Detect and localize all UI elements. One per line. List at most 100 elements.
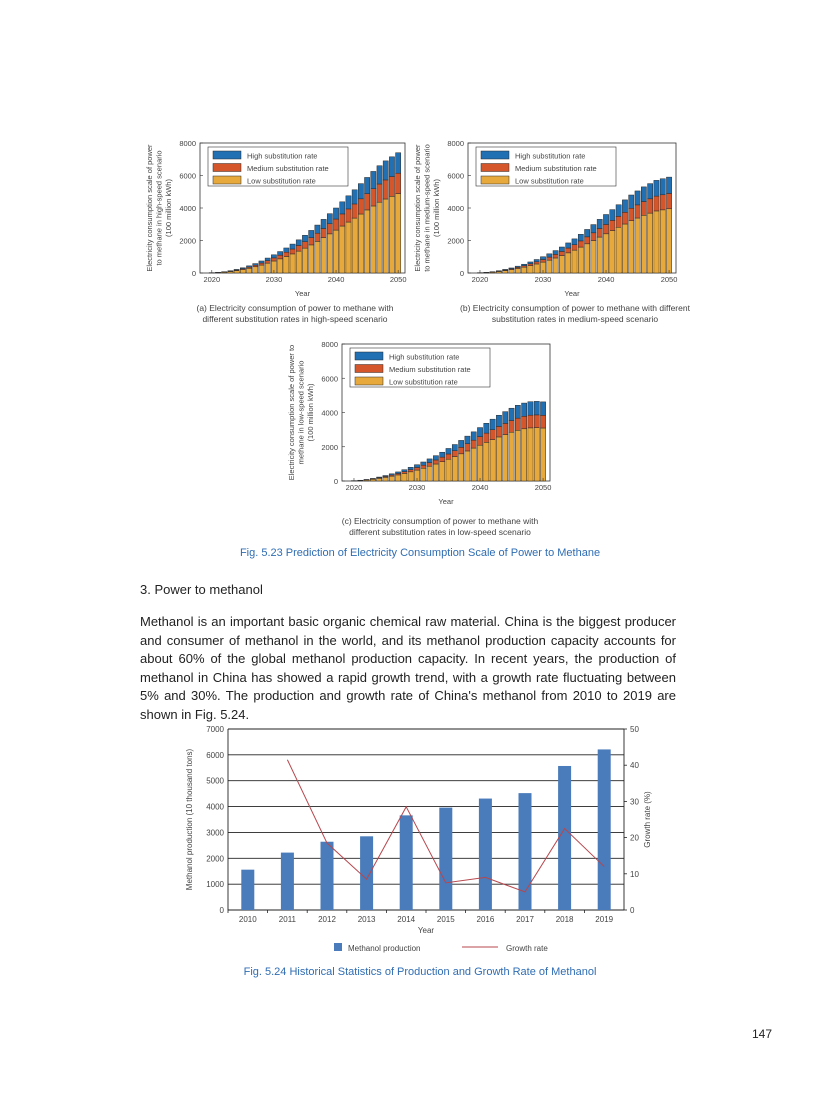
x-tick-label: 2030 [409,483,426,492]
y-tick-label: 2000 [179,237,196,246]
bar-high-2024 [233,269,240,271]
legend-label: Medium substitution rate [389,365,471,374]
bar-high-2025 [382,475,389,477]
bar-medium-2048 [653,195,660,212]
bar-low-2047 [647,212,654,274]
bar-low-2025 [382,477,389,482]
bar-high-2035 [571,238,578,245]
x-axis-label: Year [438,497,454,506]
bar-low-2032 [426,465,433,482]
y-axis-label: methane in low-speed scenario [297,361,306,465]
bar-high-2047 [647,183,654,200]
bar-high-2026 [388,473,395,476]
bar-medium-2041 [339,213,346,227]
bar-high-2044 [358,183,364,200]
bar-high-2036 [308,230,315,238]
bar-high-2035 [302,235,308,242]
y-tick-label: 0 [192,269,196,278]
y-tick-label: 0 [460,269,464,278]
bar-medium-2050 [395,172,402,194]
body-paragraph: Methanol is an important basic organic c… [140,614,676,722]
x-tick-label: 2030 [535,275,552,284]
bar-low-2036 [577,246,584,274]
bar-low-2024 [233,270,240,274]
bar-medium-2047 [647,198,654,214]
bar-high-2042 [345,195,352,210]
bar-low-2035 [302,247,308,274]
y-tick-label: 6000 [179,172,196,181]
legend-swatch [212,163,242,172]
bar-high-2041 [609,209,616,221]
bar-low-2028 [258,264,265,274]
bar-medium-2050 [540,415,546,429]
bar-medium-2050 [666,193,672,210]
x-tick-label: 2040 [328,275,345,284]
bar-high-2039 [470,431,477,441]
bar-medium-2044 [358,198,364,215]
legend-swatch [212,175,242,185]
y-tick-label: 8000 [321,340,338,349]
bar-low-2027 [521,266,527,274]
bar-high-2045 [364,177,370,194]
bar-low-2050 [666,208,672,274]
bar-high-2032 [552,250,559,255]
bar-low-2034 [439,461,446,482]
bar-medium-2042 [489,429,496,440]
y2-tick-label: 0 [630,906,635,915]
bar-production-2011 [280,852,294,910]
bar-medium-2043 [496,426,502,438]
bar-high-2038 [590,224,597,234]
bar-high-2026 [514,265,521,268]
bar-medium-2042 [615,216,622,228]
bar-medium-2046 [515,417,521,431]
bar-high-2032 [283,247,290,253]
bar-low-2032 [552,257,559,274]
bar-high-2030 [271,254,277,259]
bar-medium-2043 [351,203,358,219]
bar-production-2013 [360,836,374,910]
bar-medium-2032 [283,251,290,257]
bar-medium-2030 [414,467,420,471]
bar-low-2044 [358,213,364,274]
bar-production-2017 [518,793,532,910]
legend-label: Low substitution rate [247,177,316,186]
y2-tick-label: 30 [630,797,639,806]
bar-high-2037 [314,224,321,234]
bar-low-2040 [603,233,609,274]
bar-medium-2031 [546,256,553,261]
bar-medium-2039 [596,228,603,238]
bar-high-2027 [395,471,401,474]
growth-rate-line [286,759,605,893]
bar-high-2040 [477,427,483,437]
bar-high-2032 [426,458,433,463]
bar-low-2031 [420,468,427,482]
bar-low-2042 [615,227,622,274]
bar-high-2047 [521,402,528,417]
bar-production-2016 [478,798,492,910]
bar-medium-2045 [634,204,641,219]
bar-high-2042 [489,418,496,430]
bar-medium-2031 [277,254,283,260]
x-tick-label: 2020 [472,275,489,284]
x-tick-label: 2030 [266,275,283,284]
y2-tick-label: 10 [630,870,639,879]
bar-high-2043 [351,189,358,205]
bar-high-2043 [622,199,628,213]
y-tick-label: 0 [220,906,225,915]
bar-high-2049 [389,156,395,177]
bar-low-2035 [445,458,452,482]
bar-medium-2032 [552,254,559,259]
bar-high-2046 [641,186,647,202]
bar-medium-2038 [464,443,471,452]
bar-production-2012 [320,841,334,910]
legend-swatch [354,351,384,361]
bar-high-2039 [326,213,333,225]
bar-high-2031 [420,461,427,466]
bar-low-2035 [571,249,578,274]
bar-medium-2028 [527,263,534,266]
bar-high-2045 [508,407,515,421]
bar-medium-2042 [345,208,352,223]
y-axis-label: Electricity consumption scale of power [145,144,154,272]
bar-high-2033 [559,246,565,252]
bar-high-2042 [615,204,622,217]
